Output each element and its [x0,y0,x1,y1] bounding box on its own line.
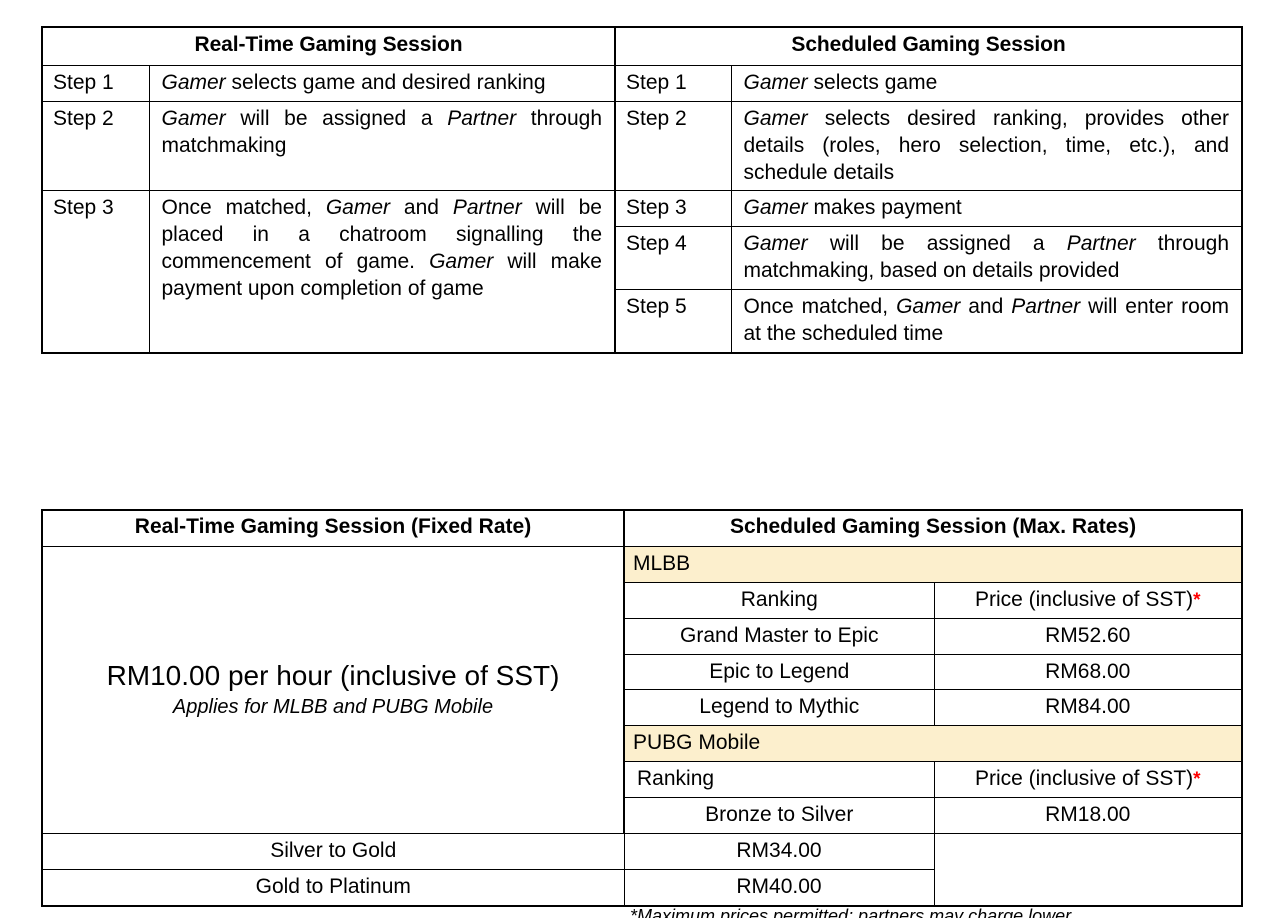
table-row: Step 4 Gamer will be assigned a Partner … [42,226,1243,290]
realtime-step-2-text: Gamer will be assigned a Partner through… [148,100,616,192]
header-scheduled-session: Scheduled Gaming Session [613,26,1243,66]
pubg-ranking-1: Silver to Gold [41,832,625,870]
table-row: Silver to Gold RM34.00 [41,832,1242,870]
fixed-rate-amount: RM10.00 per hour (inclusive of SST) [106,660,560,692]
mlbb-price-column-header: Price (inclusive of SST)* [933,581,1243,619]
rates-header-row: Real-Time Gaming Session (Fixed Rate) Sc… [41,509,1243,547]
pubg-price-column-header: Price (inclusive of SST)* [933,761,1243,798]
header-max-rates: Scheduled Gaming Session (Max. Rates) [622,509,1243,547]
table-row: Legend to Mythic RM84.00 [42,689,1243,727]
scheduled-step-5-text: Once matched, Gamer and Partner will ent… [730,288,1243,354]
pubg-price-1: RM34.00 [623,832,935,870]
header-realtime-session: Real-Time Gaming Session [41,26,616,66]
pubg-price-0: RM18.00 [933,797,1243,834]
mlbb-price-1: RM68.00 [933,653,1243,691]
game-band-pubg-mobile: PUBG Mobile [622,725,1243,763]
table-row: Grand Master to Epic RM52.60 [42,617,1243,655]
header-fixed-rate: Real-Time Gaming Session (Fixed Rate) [41,509,625,547]
scheduled-step-3-label: Step 3 [614,190,732,228]
rates-table: Real-Time Gaming Session (Fixed Rate) Sc… [41,509,1244,907]
pubg-price-2: RM40.00 [623,868,935,907]
table-row: Ranking Price (inclusive of SST)* [42,581,1243,619]
mlbb-ranking-column-header: Ranking [623,581,935,619]
table-row: Step 5 Once matched, Gamer and Partner w… [42,288,1243,354]
realtime-step-1-text: Gamer selects game and desired ranking [148,64,616,102]
scheduled-step-2-label: Step 2 [614,100,732,192]
pubg-ranking-column-header: Ranking [623,761,935,798]
table-row: RM10.00 per hour (inclusive of SST) Appl… [41,545,1243,834]
mlbb-price-0: RM52.60 [933,617,1243,655]
table-header-row: Real-Time Gaming Session Scheduled Gamin… [41,26,1243,66]
mlbb-ranking-2: Legend to Mythic [623,689,935,727]
mlbb-ranking-0: Grand Master to Epic [623,617,935,655]
mlbb-ranking-1: Epic to Legend [623,653,935,691]
scheduled-step-5-label: Step 5 [614,288,732,354]
scheduled-step-3-text: Gamer makes payment [730,190,1243,228]
scheduled-step-4-text: Gamer will be assigned a Partner through… [730,226,1243,290]
session-steps-table: Real-Time Gaming Session Scheduled Gamin… [41,26,1244,354]
table-row: Gold to Platinum RM40.00 [41,868,1242,907]
scheduled-step-1-text: Gamer selects game [730,64,1243,102]
realtime-step-3-label: Step 3 [41,190,150,354]
table-row: Step 3 Once matched, Gamer and Partner w… [41,190,1243,354]
scheduled-step-1-label: Step 1 [614,64,732,102]
pubg-ranking-2: Gold to Platinum [41,868,625,907]
table-row: Step 2 Gamer will be assigned a Partner … [41,100,1243,192]
footnote-clipped: *Maximum prices permitted; partners may … [630,906,1072,918]
mlbb-price-header-text: Price (inclusive of SST) [974,587,1194,611]
scheduled-step-4-label: Step 4 [614,226,732,290]
pubg-ranking-0: Bronze to Silver [623,797,935,834]
table-row: PUBG Mobile [42,725,1243,763]
asterisk-marker: * [1193,769,1201,791]
asterisk-marker: * [1193,589,1201,611]
mlbb-price-2: RM84.00 [933,689,1243,727]
fixed-rate-note: Applies for MLBB and PUBG Mobile [172,695,494,718]
scheduled-step-2-text: Gamer selects desired ranking, provides … [730,100,1243,192]
realtime-step-1-label: Step 1 [41,64,150,102]
game-band-mlbb: MLBB [622,545,1243,583]
realtime-step-3-text: Once matched, Gamer and Partner will be … [148,190,616,354]
table-row: Step 1 Gamer selects game and desired ra… [41,64,1243,102]
fixed-rate-cell: RM10.00 per hour (inclusive of SST) Appl… [41,545,625,834]
pubg-price-header-text: Price (inclusive of SST) [974,767,1194,791]
realtime-step-2-label: Step 2 [41,100,150,192]
